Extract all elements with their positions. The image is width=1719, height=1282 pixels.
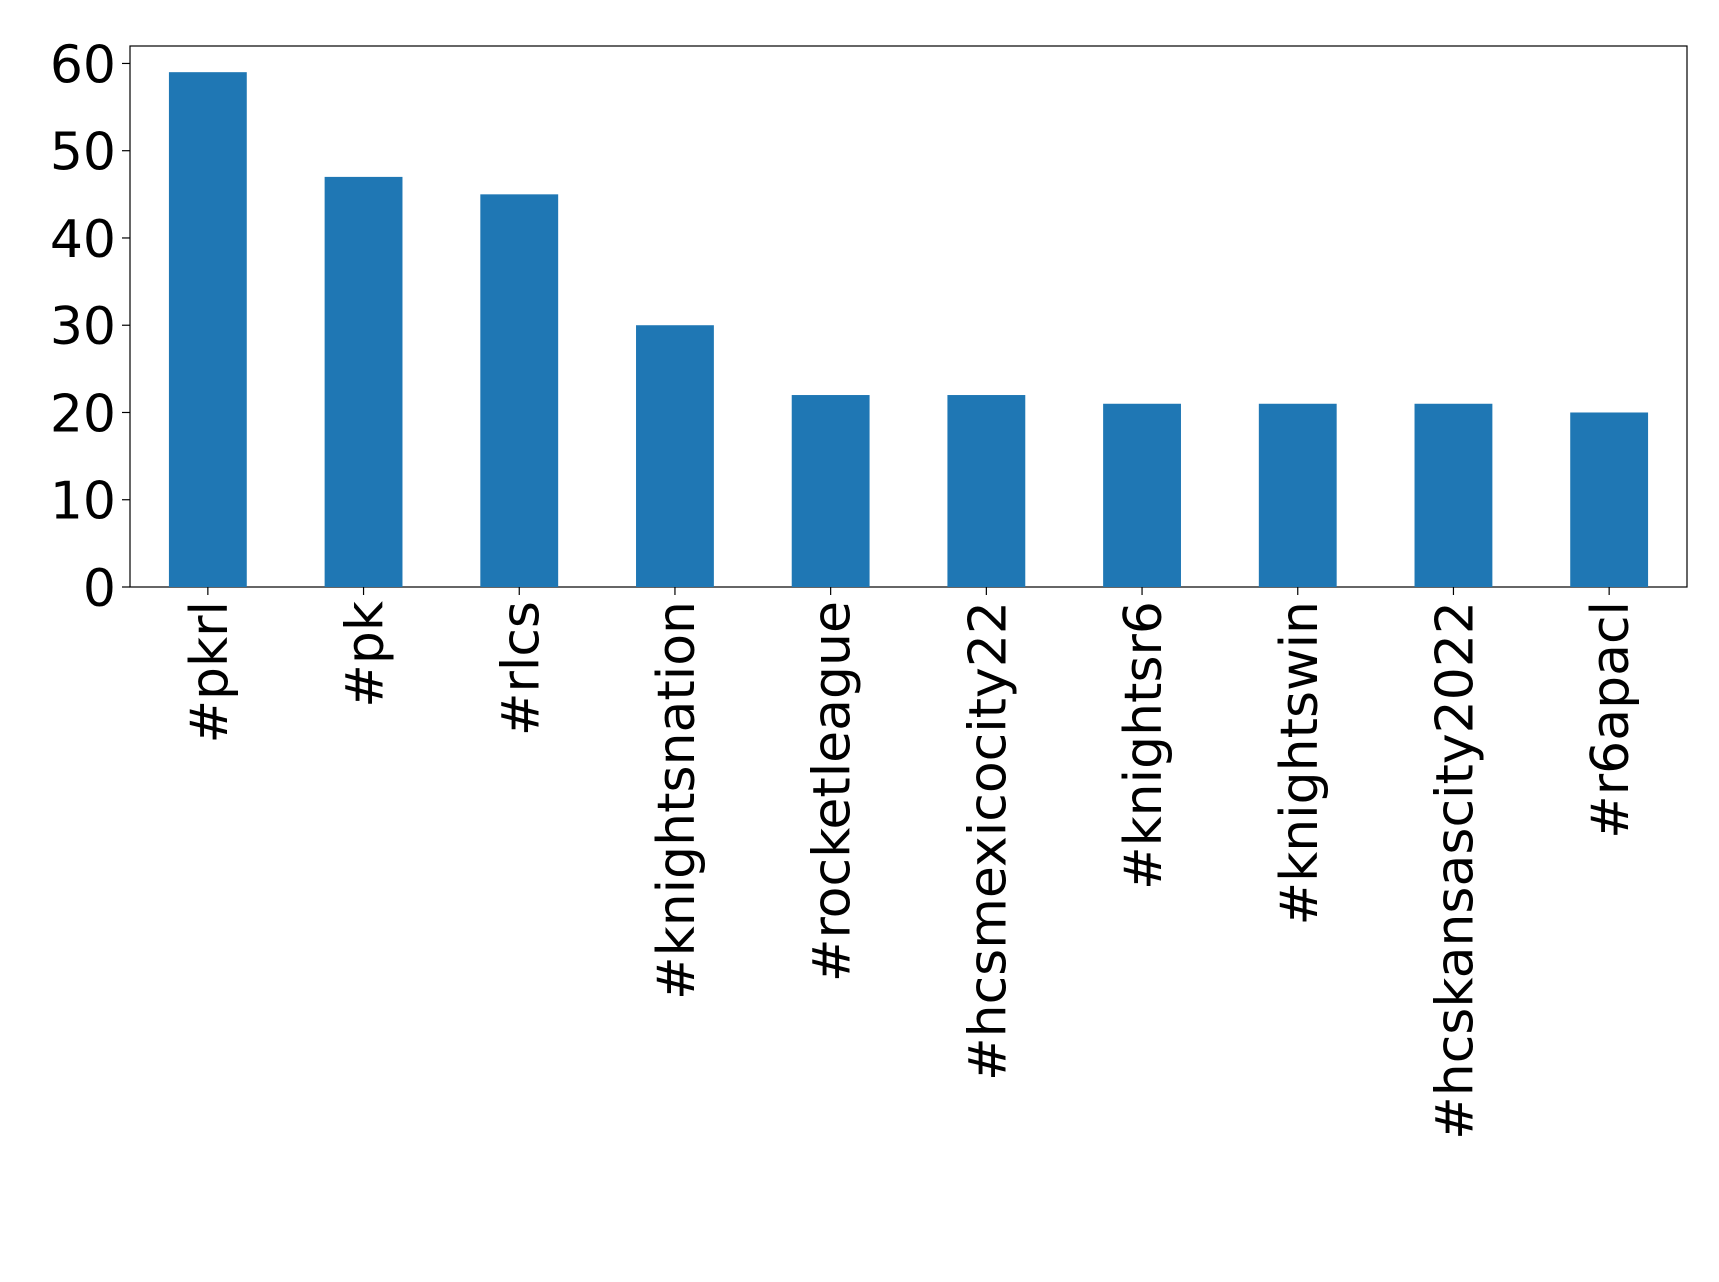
bar <box>947 395 1026 587</box>
x-tick-label: #knightsnation <box>647 601 707 1000</box>
x-tick-label: #pkrl <box>180 601 240 744</box>
x-tick-label: #knightsr6 <box>1114 601 1174 890</box>
bar <box>1414 403 1493 587</box>
x-tick-label: #rlcs <box>491 601 551 736</box>
bar <box>1258 403 1337 587</box>
y-tick-label: 50 <box>50 123 116 183</box>
plot-frame <box>129 45 1688 588</box>
x-tick-label: #rocketleague <box>803 601 863 982</box>
y-tick-label: 40 <box>50 210 116 270</box>
y-tick-label: 30 <box>50 297 116 357</box>
y-tick-label: 10 <box>50 472 116 532</box>
x-tick-label: #knightswin <box>1270 601 1330 925</box>
y-tick-label: 60 <box>50 35 116 95</box>
y-tick-label: 0 <box>83 559 116 619</box>
bar <box>168 72 247 587</box>
bar <box>1570 412 1649 587</box>
x-tick-label: #pk <box>336 601 396 708</box>
bar <box>1103 403 1181 587</box>
bar <box>791 395 870 587</box>
bar <box>636 325 714 587</box>
x-tick-label: #r6apacl <box>1581 601 1641 839</box>
x-tick-label: #hcskansascity2022 <box>1425 601 1485 1140</box>
y-tick-label: 20 <box>50 384 116 444</box>
bar <box>324 176 403 588</box>
bar <box>480 194 559 587</box>
x-tick-label: #hcsmexicocity22 <box>958 601 1018 1081</box>
